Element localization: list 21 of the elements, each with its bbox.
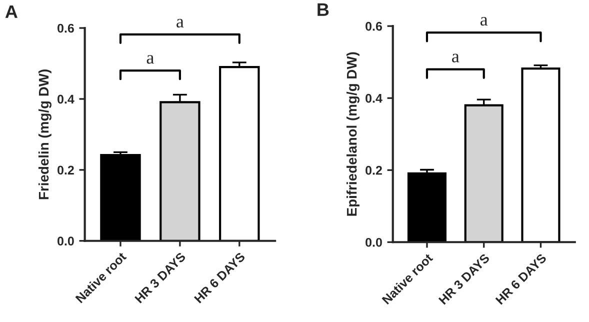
- y-tick-label: 0.4: [58, 94, 74, 104]
- y-tick-label: 0.2: [58, 166, 74, 175]
- bar: [464, 104, 504, 242]
- bar: [521, 68, 560, 242]
- y-tick-label: 0.4: [366, 94, 382, 103]
- bar: [407, 172, 447, 242]
- chart-title: B: [318, 3, 329, 16]
- y-axis-title: Friedelin (mg/g DW): [38, 70, 52, 200]
- text: a: [176, 18, 184, 28]
- text: a: [480, 17, 488, 26]
- y-axis-title: Epifriedelanol (mg/g DW): [346, 52, 360, 216]
- y-tick-label: 0.0: [58, 236, 74, 246]
- chart-title: A: [5, 5, 18, 18]
- bar: [100, 154, 141, 241]
- annotation: a: [146, 55, 154, 64]
- y-tick-label: 0.2: [366, 166, 382, 175]
- y-tick-label: 0.6: [58, 24, 74, 33]
- y-tick-label: 0.0: [366, 238, 382, 247]
- bar: [219, 66, 260, 241]
- annotation: a: [452, 54, 460, 62]
- y-tick-label: 0.6: [366, 22, 382, 31]
